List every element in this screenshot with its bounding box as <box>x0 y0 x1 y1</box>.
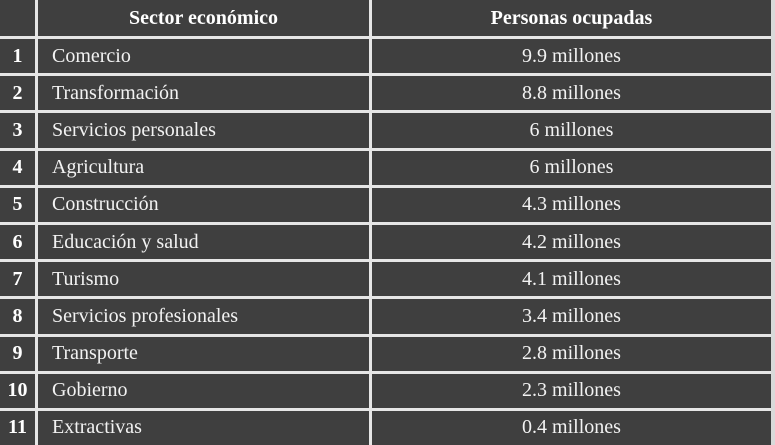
row-number-cell: 11 <box>0 410 35 445</box>
sector-cell: Transporte <box>35 336 369 371</box>
row-number-cell: 7 <box>0 262 35 297</box>
table-row: 10 Gobierno 2.3 millones <box>0 370 771 408</box>
header-number-cell <box>0 0 35 36</box>
sector-cell: Gobierno <box>35 373 369 408</box>
sector-cell: Transformación <box>35 76 369 111</box>
row-number-cell: 3 <box>0 113 35 148</box>
sector-cell: Educación y salud <box>35 224 369 260</box>
personas-cell: 4.3 millones <box>369 187 771 222</box>
sector-cell: Servicios personales <box>35 113 369 148</box>
personas-cell: 4.1 millones <box>369 262 771 297</box>
sector-cell: Servicios profesionales <box>35 299 369 334</box>
sector-cell: Agricultura <box>35 150 369 185</box>
table-row: 7 Turismo 4.1 millones <box>0 259 771 297</box>
personas-cell: 6 millones <box>369 150 771 185</box>
personas-cell: 0.4 millones <box>369 410 771 445</box>
row-number-cell: 10 <box>0 373 35 408</box>
row-number-cell: 8 <box>0 299 35 334</box>
row-number-cell: 9 <box>0 336 35 371</box>
table-row: 3 Servicios personales 6 millones <box>0 110 771 148</box>
table-row: 5 Construcción 4.3 millones <box>0 184 771 222</box>
sector-cell: Extractivas <box>35 410 369 445</box>
header-personas-ocupadas: Personas ocupadas <box>369 0 771 36</box>
row-number-cell: 2 <box>0 76 35 111</box>
personas-cell: 6 millones <box>369 113 771 148</box>
table-row: 9 Transporte 2.8 millones <box>0 333 771 371</box>
sector-cell: Construcción <box>35 187 369 222</box>
table-row: 4 Agricultura 6 millones <box>0 147 771 185</box>
personas-cell: 2.3 millones <box>369 373 771 408</box>
row-number-cell: 6 <box>0 224 35 260</box>
personas-cell: 9.9 millones <box>369 39 771 74</box>
row-number-cell: 4 <box>0 150 35 185</box>
table-row: 2 Transformación 8.8 millones <box>0 73 771 111</box>
personas-cell: 2.8 millones <box>369 336 771 371</box>
sector-cell: Comercio <box>35 39 369 74</box>
row-number-cell: 1 <box>0 39 35 74</box>
table-row: 1 Comercio 9.9 millones <box>0 36 771 74</box>
personas-cell: 4.2 millones <box>369 224 771 260</box>
row-number-cell: 5 <box>0 187 35 222</box>
table-row: 8 Servicios profesionales 3.4 millones <box>0 296 771 334</box>
sector-cell: Turismo <box>35 262 369 297</box>
personas-cell: 3.4 millones <box>369 299 771 334</box>
personas-cell: 8.8 millones <box>369 76 771 111</box>
table-row: 6 Educación y salud 4.2 millones <box>0 221 771 260</box>
table-row: 11 Extractivas 0.4 millones <box>0 407 771 445</box>
table-header-row: Sector económico Personas ocupadas <box>0 0 771 36</box>
header-sector-economico: Sector económico <box>35 0 369 36</box>
